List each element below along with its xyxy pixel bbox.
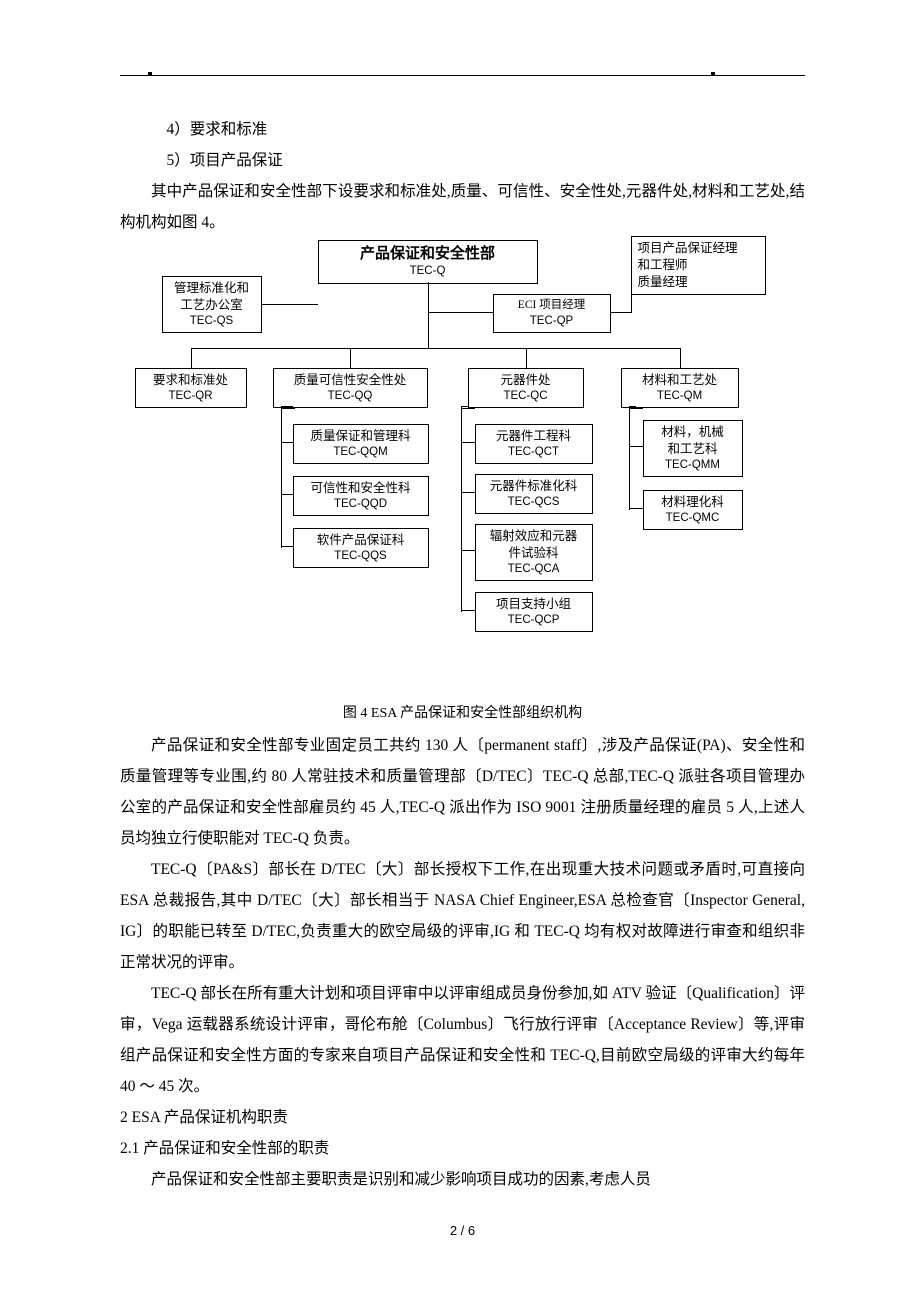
header-rule xyxy=(120,75,805,76)
node-qq-code: TEC-QQ xyxy=(278,389,423,405)
node-qct: 元器件工程科 TEC-QCT xyxy=(475,424,593,464)
node-qca-code: TEC-QCA xyxy=(480,562,588,578)
line xyxy=(191,348,192,368)
line xyxy=(350,348,351,368)
line xyxy=(281,442,293,443)
org-chart: 产品保证和安全性部 TEC-Q 项目产品保证经理 和工程师 质量经理 管理标准化… xyxy=(123,240,803,696)
node-qm-label: 材料和工艺处 xyxy=(626,372,734,389)
paragraph-4: TEC-Q 部长在所有重大计划和项目评审中以评审组成员身份参加,如 ATV 验证… xyxy=(120,978,805,1102)
node-qm: 材料和工艺处 TEC-QM xyxy=(621,368,739,408)
node-qc-code: TEC-QC xyxy=(473,389,579,405)
node-qca-l1: 辐射效应和元器 xyxy=(480,528,588,545)
line xyxy=(631,292,632,313)
line xyxy=(461,492,475,493)
node-qcp-label: 项目支持小组 xyxy=(480,596,588,613)
node-qq: 质量可信性安全性处 TEC-QQ xyxy=(273,368,428,408)
node-pm-side-l1: 项目产品保证经理 xyxy=(638,240,761,257)
line xyxy=(611,312,631,313)
node-qct-code: TEC-QCT xyxy=(480,445,588,461)
line xyxy=(680,348,681,368)
node-req: 要求和标准处 TEC-QR xyxy=(135,368,247,408)
line xyxy=(629,508,643,509)
line xyxy=(526,348,527,368)
page: 4）要求和标准 5）项目产品保证 其中产品保证和安全性部下设要求和标准处,质量、… xyxy=(0,0,920,1278)
list-item-4: 4）要求和标准 xyxy=(120,114,805,145)
node-qmm-code: TEC-QMM xyxy=(648,458,738,474)
node-qcp-code: TEC-QCP xyxy=(480,613,588,629)
node-root: 产品保证和安全性部 TEC-Q xyxy=(318,240,538,284)
list-item-5: 5）项目产品保证 xyxy=(120,145,805,176)
node-qq-label: 质量可信性安全性处 xyxy=(278,372,423,389)
line xyxy=(629,408,636,409)
line xyxy=(281,406,293,407)
line xyxy=(262,304,318,305)
node-qmm: 材料，机械 和工艺科 TEC-QMM xyxy=(643,420,743,477)
paragraph-5: 产品保证和安全性部主要职责是识别和减少影响项目成功的因素,考虑人员 xyxy=(120,1164,805,1195)
line xyxy=(461,408,468,409)
node-qmm-l1: 材料，机械 xyxy=(648,424,738,441)
paragraph-2: 产品保证和安全性部专业固定员工共约 130 人〔permanent staff〕… xyxy=(120,730,805,854)
node-qcs-label: 元器件标准化科 xyxy=(480,478,588,495)
section-2-1-heading: 2.1 产品保证和安全性部的职责 xyxy=(120,1133,805,1164)
node-qmm-l2: 和工艺科 xyxy=(648,441,738,458)
node-qqs: 软件产品保证科 TEC-QQS xyxy=(293,528,429,568)
line xyxy=(429,312,493,313)
node-eci-label: ECI 项目经理 xyxy=(498,298,606,314)
node-qcs-code: TEC-QCS xyxy=(480,495,588,511)
node-root-code: TEC-Q xyxy=(323,264,533,280)
node-qm-code: TEC-QM xyxy=(626,389,734,405)
node-qmc-label: 材料理化科 xyxy=(648,494,738,511)
line xyxy=(461,550,475,551)
node-req-code: TEC-QR xyxy=(140,389,242,405)
node-qc: 元器件处 TEC-QC xyxy=(468,368,584,408)
line xyxy=(281,546,293,547)
node-qqm-code: TEC-QQM xyxy=(298,445,424,461)
node-qcp: 项目支持小组 TEC-QCP xyxy=(475,592,593,632)
figure-caption: 图 4 ESA 产品保证和安全性部组织机构 xyxy=(120,702,805,722)
line xyxy=(461,406,468,407)
line xyxy=(281,408,282,548)
node-pm-side-l2: 和工程师 xyxy=(638,257,761,274)
node-qqs-code: TEC-QQS xyxy=(298,549,424,565)
page-number: 2 / 6 xyxy=(120,1223,805,1238)
node-mgmt-l1: 管理标准化和 xyxy=(167,280,257,297)
node-mgmt-office: 管理标准化和 工艺办公室 TEC-QS xyxy=(162,276,262,333)
node-qcs: 元器件标准化科 TEC-QCS xyxy=(475,474,593,514)
section-2-heading: 2 ESA 产品保证机构职责 xyxy=(120,1102,805,1133)
paragraph-3: TEC-Q〔PA&S〕部长在 D/TEC〔大〕部长授权下工作,在出现重大技术问题… xyxy=(120,854,805,978)
node-pm-side-l3: 质量经理 xyxy=(638,274,761,291)
node-qqd: 可信性和安全性科 TEC-QQD xyxy=(293,476,429,516)
node-qqd-code: TEC-QQD xyxy=(298,497,424,513)
node-pm-side: 项目产品保证经理 和工程师 质量经理 xyxy=(631,236,766,295)
line xyxy=(428,282,429,348)
node-qca: 辐射效应和元器 件试验科 TEC-QCA xyxy=(475,524,593,581)
paragraph-1: 其中产品保证和安全性部下设要求和标准处,质量、可信性、安全性处,元器件处,材料和… xyxy=(120,176,805,238)
node-qmc: 材料理化科 TEC-QMC xyxy=(643,490,743,530)
line xyxy=(461,408,462,612)
node-qqs-label: 软件产品保证科 xyxy=(298,532,424,549)
node-qc-label: 元器件处 xyxy=(473,372,579,389)
node-root-title: 产品保证和安全性部 xyxy=(323,244,533,264)
node-qqd-label: 可信性和安全性科 xyxy=(298,480,424,497)
node-eci: ECI 项目经理 TEC-QP xyxy=(493,294,611,333)
line xyxy=(281,494,293,495)
node-req-label: 要求和标准处 xyxy=(140,372,242,389)
line xyxy=(461,442,475,443)
line xyxy=(281,408,293,409)
line xyxy=(461,610,475,611)
node-qqm: 质量保证和管理科 TEC-QQM xyxy=(293,424,429,464)
line xyxy=(629,446,643,447)
node-eci-code: TEC-QP xyxy=(498,314,606,330)
node-mgmt-l2: 工艺办公室 xyxy=(167,297,257,314)
node-qqm-label: 质量保证和管理科 xyxy=(298,428,424,445)
node-qmc-code: TEC-QMC xyxy=(648,511,738,527)
line xyxy=(629,406,636,407)
node-qct-label: 元器件工程科 xyxy=(480,428,588,445)
line xyxy=(191,348,681,349)
node-qca-l2: 件试验科 xyxy=(480,545,588,562)
line xyxy=(629,408,630,510)
node-mgmt-code: TEC-QS xyxy=(167,314,257,330)
